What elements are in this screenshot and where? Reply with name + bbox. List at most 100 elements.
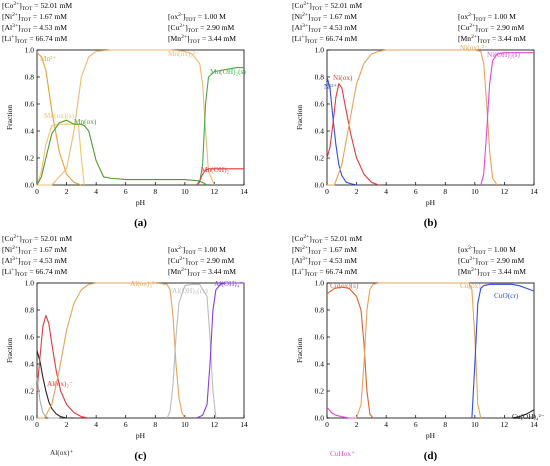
- concentration-label: [Cu2+]TOT = 2.90 mM: [458, 23, 525, 34]
- y-tick-label: 0.8: [25, 306, 35, 315]
- y-tick-label: 0.4: [25, 360, 35, 369]
- series-line: [326, 286, 374, 419]
- y-tick-label: 0.2: [25, 387, 35, 396]
- plot-frame: [326, 49, 535, 186]
- y-axis-title: Fraction: [5, 338, 14, 363]
- concentration-label: [Li+]TOT = 66.74 mM: [292, 267, 357, 278]
- x-axis-title: pH: [136, 431, 146, 440]
- series-label: Mn(OH)₂(s): [210, 67, 246, 76]
- concentration-label: [Cu2+]TOT = 2.90 mM: [458, 256, 525, 267]
- y-tick-label: 0.4: [315, 127, 325, 136]
- x-tick-label: 2: [355, 420, 359, 429]
- panel-tag: (a): [134, 217, 147, 229]
- panel-tag: (c): [134, 450, 147, 462]
- concentration-label: [ox2-]TOT = 1.00 M: [168, 245, 226, 256]
- series-label: Mn(ox)₂²⁻: [168, 49, 199, 58]
- series-label: Mn(ox): [74, 117, 97, 126]
- series-line: [471, 283, 535, 419]
- x-tick-label: 6: [124, 420, 128, 429]
- series-label: CuO(cr): [494, 291, 519, 300]
- y-tick-label: 0.0: [315, 414, 325, 423]
- series-line: [36, 377, 60, 419]
- concentration-label: [Ni2+]TOT = 1.67 mM: [2, 245, 67, 256]
- x-tick-label: 10: [471, 187, 479, 196]
- series-line: [37, 49, 215, 186]
- x-tick-label: 10: [181, 187, 189, 196]
- plot-frame: [36, 282, 245, 419]
- concentration-label: [Co2+]TOT = 52.01 mM: [2, 234, 72, 245]
- y-tick-label: 0.4: [25, 127, 35, 136]
- concentration-label: [Co2+]TOT = 52.01 mM: [292, 234, 362, 245]
- series-label: Al(OH)₃(cr): [172, 286, 208, 295]
- x-tick-label: 0: [325, 420, 329, 429]
- x-tick-label: 6: [414, 420, 418, 429]
- x-tick-label: 4: [94, 420, 98, 429]
- series-line: [326, 76, 357, 186]
- x-tick-label: 10: [471, 420, 479, 429]
- concentration-label: [Mn2+]TOT = 3.44 mM: [458, 34, 526, 45]
- x-tick-label: 8: [443, 420, 447, 429]
- x-axis-title: pH: [426, 198, 436, 207]
- concentration-label: [Co2+]TOT = 52.01 mM: [292, 1, 362, 12]
- series-line: [326, 83, 379, 186]
- y-tick-label: 0.2: [315, 387, 325, 396]
- x-tick-label: 4: [94, 187, 98, 196]
- concentration-label: [Al3+]TOT = 4.53 mM: [292, 23, 357, 34]
- concentration-label: [Al3+]TOT = 4.53 mM: [292, 256, 357, 267]
- series-label: Al(ox)₃³⁻: [130, 279, 158, 288]
- series-label: Ni(OH)₂(s): [487, 50, 521, 59]
- panel-d: [Co2+]TOT = 52.01 mM[Ni2+]TOT = 1.67 mM[…: [292, 234, 545, 462]
- x-tick-label: 0: [325, 187, 329, 196]
- x-tick-label: 0: [35, 420, 39, 429]
- series-line: [196, 168, 244, 186]
- series-line: [196, 282, 244, 419]
- series-line: [327, 49, 498, 186]
- series-label: Al(ox)₂⁻: [47, 379, 73, 388]
- series-label: Al(ox)⁺: [50, 448, 73, 457]
- panel-a: [Co2+]TOT = 52.01 mM[Ni2+]TOT = 1.67 mM[…: [2, 1, 248, 229]
- y-tick-label: 0.8: [315, 73, 325, 82]
- series-label: Ni(ox)₂²⁻: [460, 43, 488, 52]
- y-axis-title: Fraction: [295, 105, 304, 130]
- y-tick-label: 0.8: [25, 73, 35, 82]
- x-tick-label: 2: [355, 187, 359, 196]
- x-tick-label: 2: [65, 187, 69, 196]
- concentration-label: [Ni2+]TOT = 1.67 mM: [2, 12, 67, 23]
- panel-tag: (d): [424, 450, 438, 462]
- y-axis-title: Fraction: [295, 338, 304, 363]
- concentration-label: [Ni2+]TOT = 1.67 mM: [292, 245, 357, 256]
- x-tick-label: 10: [181, 420, 189, 429]
- x-tick-label: 14: [240, 420, 248, 429]
- concentration-label: [ox2-]TOT = 1.00 M: [168, 12, 226, 23]
- x-tick-label: 4: [384, 187, 388, 196]
- series-line: [36, 119, 208, 186]
- series-label: Mn(ox)(s): [44, 111, 75, 120]
- y-axis-title: Fraction: [5, 105, 14, 130]
- concentration-label: [ox2-]TOT = 1.00 M: [458, 12, 516, 23]
- series-line: [36, 52, 82, 186]
- concentration-label: [Ni2+]TOT = 1.67 mM: [292, 12, 357, 23]
- concentration-label: [Mn2+]TOT = 3.44 mM: [168, 34, 236, 45]
- concentration-label: [Al3+]TOT = 4.53 mM: [2, 23, 67, 34]
- x-tick-label: 8: [443, 187, 447, 196]
- series-label: Cu(OH)₄²⁻: [512, 412, 545, 421]
- series-line: [480, 52, 534, 186]
- concentration-label: [Al3+]TOT = 4.53 mM: [2, 256, 67, 267]
- series-label: Mn²⁺: [40, 54, 56, 63]
- series-line: [36, 123, 85, 186]
- y-tick-label: 0.6: [315, 100, 325, 109]
- x-tick-label: 8: [153, 187, 157, 196]
- panel-c: [Co2+]TOT = 52.01 mM[Ni2+]TOT = 1.67 mM[…: [2, 234, 248, 462]
- series-line: [37, 282, 186, 419]
- panel-tag: (b): [424, 217, 438, 229]
- concentration-label: [Co2+]TOT = 52.01 mM: [2, 1, 72, 12]
- concentration-label: [Mn2+]TOT = 3.44 mM: [168, 267, 236, 278]
- series-label: Ni²⁺: [324, 82, 337, 91]
- series-line: [326, 406, 357, 419]
- y-tick-label: 1.0: [315, 279, 325, 288]
- y-tick-label: 1.0: [315, 46, 325, 55]
- plot-frame: [326, 282, 535, 419]
- concentration-label: [ox2-]TOT = 1.00 M: [458, 245, 516, 256]
- concentration-label: [Li+]TOT = 66.74 mM: [292, 34, 357, 45]
